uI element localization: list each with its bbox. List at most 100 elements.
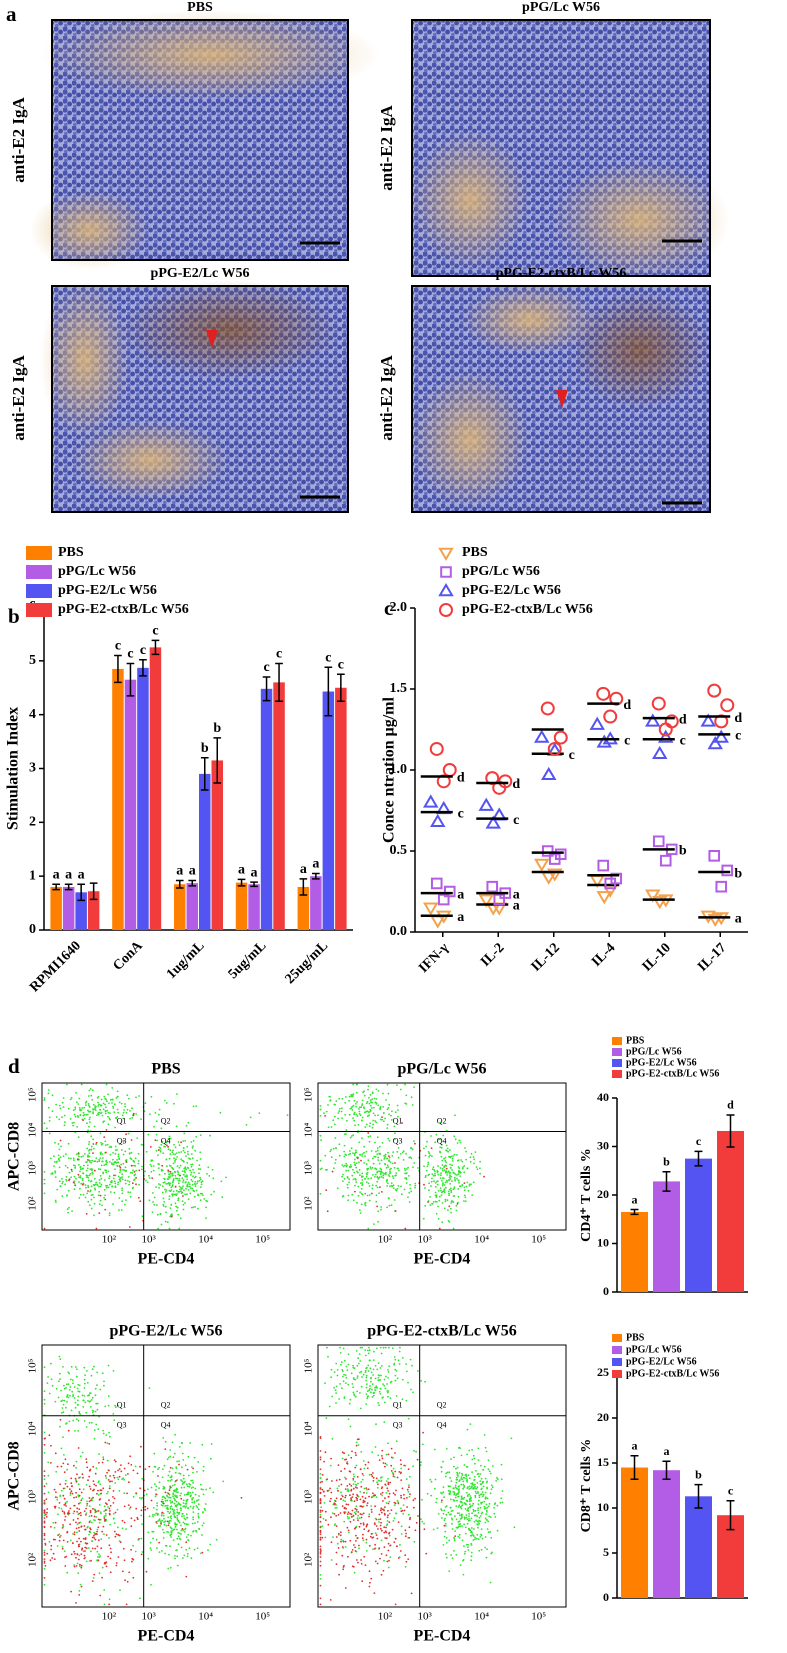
event-dot — [456, 1174, 458, 1176]
event-dot — [364, 1349, 366, 1351]
event-dot — [156, 1150, 158, 1152]
event-dot — [449, 1172, 451, 1174]
event-dot — [202, 1512, 204, 1514]
event-dot — [354, 1191, 356, 1193]
event-dot — [187, 1555, 189, 1557]
event-dot — [62, 1400, 64, 1402]
event-dot — [104, 1519, 106, 1521]
event-dot — [82, 1406, 84, 1408]
event-dot — [391, 1470, 393, 1472]
event-dot — [431, 1173, 433, 1175]
event-dot — [112, 1159, 114, 1161]
event-dot — [126, 1161, 128, 1163]
event-dot — [371, 1474, 373, 1476]
event-dot — [166, 1165, 168, 1167]
x-tick-label: 10⁵ — [531, 1234, 546, 1246]
event-dot — [192, 1519, 194, 1521]
event-dot — [74, 1397, 76, 1399]
event-dot — [153, 1204, 155, 1206]
event-dot — [71, 1490, 73, 1492]
event-dot — [44, 1171, 46, 1173]
event-dot — [388, 1155, 390, 1157]
event-dot — [106, 1187, 108, 1189]
event-dot — [86, 1101, 88, 1103]
event-dot — [76, 1368, 78, 1370]
event-dot — [462, 1498, 464, 1500]
event-dot — [176, 1488, 178, 1490]
event-dot — [487, 1497, 489, 1499]
event-dot — [356, 1559, 358, 1561]
event-dot — [140, 1515, 142, 1517]
image-label: anti-E2 IgA — [9, 355, 28, 441]
event-dot — [402, 1379, 404, 1381]
event-dot — [437, 1206, 439, 1208]
event-dot — [472, 1539, 474, 1541]
event-dot — [164, 1181, 166, 1183]
event-dot — [446, 1448, 448, 1450]
event-dot — [79, 1590, 81, 1592]
event-dot — [194, 1196, 196, 1198]
event-dot — [80, 1512, 82, 1514]
event-dot — [89, 1119, 91, 1121]
event-dot — [179, 1495, 181, 1497]
event-dot — [188, 1491, 190, 1493]
event-dot — [103, 1458, 105, 1460]
event-dot — [342, 1458, 344, 1460]
event-dot — [387, 1124, 389, 1126]
event-dot — [126, 1604, 128, 1606]
event-dot — [400, 1464, 402, 1466]
event-dot — [393, 1492, 395, 1494]
event-dot — [121, 1176, 123, 1178]
event-dot — [98, 1539, 100, 1541]
data-point — [480, 800, 492, 810]
event-dot — [323, 1112, 325, 1114]
event-dot — [338, 1464, 340, 1466]
event-dot — [127, 1180, 129, 1182]
event-dot — [170, 1508, 172, 1510]
event-dot — [398, 1471, 400, 1473]
event-dot — [167, 1170, 169, 1172]
y-axis-label: CD8⁺ T cells % — [579, 1439, 594, 1533]
event-dot — [347, 1516, 349, 1518]
event-dot — [183, 1502, 185, 1504]
event-dot — [90, 1181, 92, 1183]
event-dot — [75, 1522, 77, 1524]
event-dot — [196, 1190, 198, 1192]
event-dot — [455, 1497, 457, 1499]
event-dot — [117, 1112, 119, 1114]
event-dot — [181, 1547, 183, 1549]
event-dot — [413, 1507, 415, 1509]
event-dot — [95, 1539, 97, 1541]
event-dot — [391, 1204, 393, 1206]
event-dot — [366, 1524, 368, 1526]
event-dot — [163, 1537, 165, 1539]
event-dot — [387, 1510, 389, 1512]
event-dot — [178, 1180, 180, 1182]
event-dot — [180, 1525, 182, 1527]
event-dot — [122, 1571, 124, 1573]
event-dot — [390, 1161, 392, 1163]
event-dot — [44, 1478, 46, 1480]
event-dot — [367, 1132, 369, 1134]
event-dot — [340, 1541, 342, 1543]
event-dot — [334, 1124, 336, 1126]
event-dot — [490, 1537, 492, 1539]
event-dot — [336, 1552, 338, 1554]
event-dot — [96, 1372, 98, 1374]
event-dot — [172, 1185, 174, 1187]
significance-letter: a — [457, 887, 464, 902]
event-dot — [220, 1181, 222, 1183]
x-tick-label: 10⁴ — [198, 1234, 213, 1246]
event-dot — [63, 1488, 65, 1490]
event-dot — [458, 1489, 460, 1491]
event-dot — [375, 1174, 377, 1176]
event-dot — [428, 1152, 430, 1154]
event-dot — [85, 1508, 87, 1510]
event-dot — [70, 1118, 72, 1120]
event-dot — [387, 1108, 389, 1110]
event-dot — [84, 1114, 86, 1116]
data-point — [444, 764, 456, 776]
y-tick-label: 0.0 — [390, 924, 408, 939]
event-dot — [501, 1478, 503, 1480]
